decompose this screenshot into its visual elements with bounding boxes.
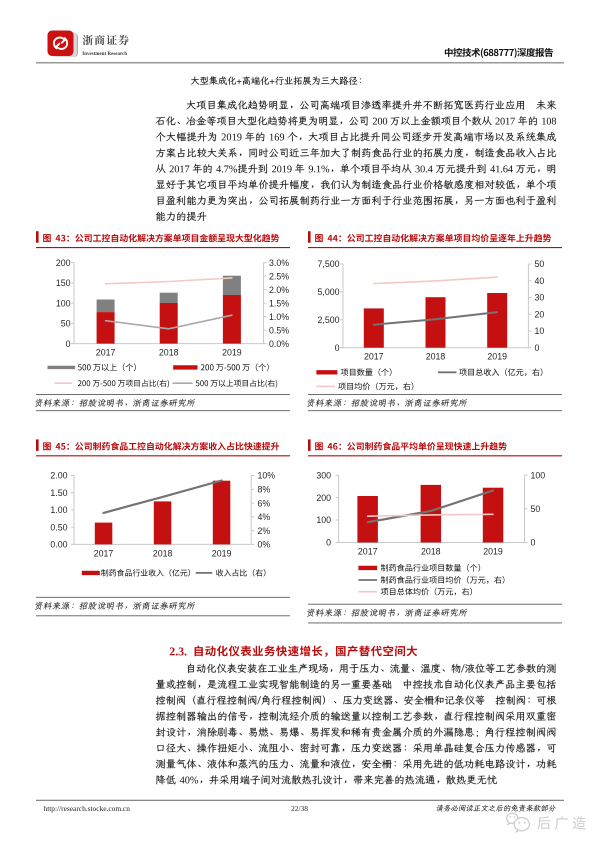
svg-text:3.0%: 3.0% — [269, 258, 289, 268]
svg-text:20: 20 — [535, 309, 545, 319]
svg-text:5,000: 5,000 — [317, 287, 339, 297]
svg-text:22/38: 22/38 — [291, 804, 308, 813]
svg-text:300: 300 — [316, 470, 331, 480]
svg-text:6%: 6% — [258, 498, 271, 508]
svg-text:http://research.stocke.com.cn: http://research.stocke.com.cn — [44, 804, 131, 813]
svg-text:1.0%: 1.0% — [269, 312, 289, 322]
svg-text:0.00: 0.00 — [50, 540, 67, 550]
svg-text:8%: 8% — [258, 485, 271, 495]
svg-text:2.00: 2.00 — [50, 471, 67, 481]
svg-text:0: 0 — [326, 538, 331, 548]
svg-text:2,500: 2,500 — [317, 315, 339, 325]
svg-text:50: 50 — [61, 319, 71, 329]
svg-text:30: 30 — [535, 293, 545, 303]
svg-text:10%: 10% — [258, 471, 276, 481]
svg-text:2017: 2017 — [94, 548, 114, 558]
svg-text:2019: 2019 — [483, 547, 503, 557]
svg-text:2017: 2017 — [364, 352, 384, 362]
svg-text:0: 0 — [535, 343, 540, 353]
svg-text:2018: 2018 — [421, 547, 441, 557]
svg-text:1.50: 1.50 — [50, 488, 67, 498]
svg-text:2017: 2017 — [358, 547, 378, 557]
svg-text:2017: 2017 — [96, 348, 116, 358]
svg-text:2019: 2019 — [222, 348, 242, 358]
svg-text:50: 50 — [531, 504, 541, 514]
svg-text:2018: 2018 — [426, 352, 446, 362]
svg-text:0: 0 — [335, 343, 340, 353]
svg-text:10: 10 — [535, 326, 545, 336]
svg-text:2.0%: 2.0% — [269, 285, 289, 295]
svg-text:150: 150 — [56, 278, 71, 288]
svg-text:100: 100 — [531, 470, 546, 480]
svg-text:2.5%: 2.5% — [269, 271, 289, 281]
svg-text:1.00: 1.00 — [50, 505, 67, 515]
svg-text:50: 50 — [535, 259, 545, 269]
svg-text:40: 40 — [535, 276, 545, 286]
svg-text:0.0%: 0.0% — [269, 339, 289, 349]
svg-text:0: 0 — [531, 538, 536, 548]
svg-text:Investment Research: Investment Research — [82, 52, 127, 57]
svg-text:2%: 2% — [258, 526, 271, 536]
svg-text:200: 200 — [316, 493, 331, 503]
svg-text:7,500: 7,500 — [317, 259, 339, 269]
svg-text:0%: 0% — [258, 540, 271, 550]
svg-text:1.5%: 1.5% — [269, 298, 289, 308]
svg-text:0: 0 — [66, 339, 71, 349]
svg-text:2018: 2018 — [153, 548, 173, 558]
svg-text:200: 200 — [56, 258, 71, 268]
svg-text:0.50: 0.50 — [50, 522, 67, 532]
svg-text:2019: 2019 — [487, 352, 507, 362]
svg-text:0.5%: 0.5% — [269, 325, 289, 335]
svg-text:2019: 2019 — [212, 548, 232, 558]
svg-text:4%: 4% — [258, 512, 271, 522]
svg-text:100: 100 — [56, 298, 71, 308]
svg-text:2018: 2018 — [159, 348, 179, 358]
svg-text:100: 100 — [316, 515, 331, 525]
